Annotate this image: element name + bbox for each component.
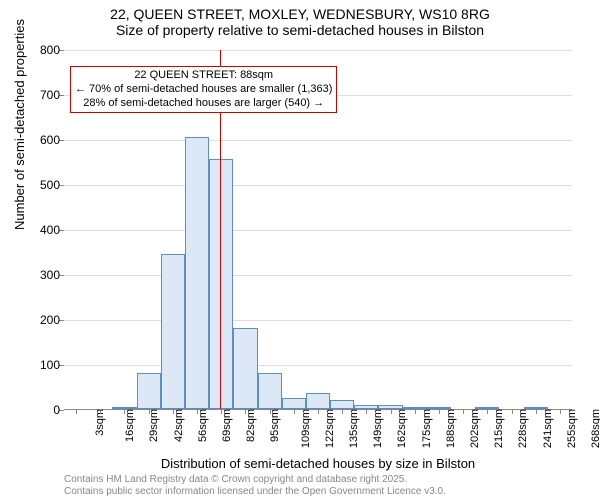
gridline [64, 320, 572, 321]
histogram-bar [330, 400, 354, 409]
histogram-bar [185, 137, 209, 409]
x-tick-mark [294, 409, 295, 414]
footer-attribution: Contains HM Land Registry data © Crown c… [64, 474, 446, 497]
x-tick-label: 202sqm [469, 409, 481, 448]
footer-line-1: Contains HM Land Registry data © Crown c… [64, 474, 446, 486]
title-line-2: Size of property relative to semi-detach… [0, 22, 600, 38]
y-tick-label: 500 [20, 178, 60, 192]
x-tick-mark [463, 409, 464, 414]
y-tick-label: 700 [20, 88, 60, 102]
y-tick-label: 600 [20, 133, 60, 147]
x-tick-label: 82sqm [245, 409, 257, 442]
x-tick-mark [512, 409, 513, 414]
x-tick-mark [221, 409, 222, 414]
footer-line-2: Contains public sector information licen… [64, 486, 446, 498]
gridline [64, 140, 572, 141]
x-tick-mark [100, 409, 101, 414]
histogram-bar [233, 328, 257, 409]
x-tick-label: 56sqm [197, 409, 209, 442]
title-line-1: 22, QUEEN STREET, MOXLEY, WEDNESBURY, WS… [0, 6, 600, 22]
annot-line-2: ← 70% of semi-detached houses are smalle… [75, 83, 332, 97]
x-tick-label: 16sqm [124, 409, 136, 442]
gridline [64, 275, 572, 276]
x-tick-mark [391, 409, 392, 414]
x-tick-mark [487, 409, 488, 414]
gridline [64, 230, 572, 231]
x-tick-label: 241sqm [542, 409, 554, 448]
histogram-bar [161, 254, 185, 409]
x-tick-label: 162sqm [397, 409, 409, 448]
x-tick-mark [76, 409, 77, 414]
x-tick-label: 255sqm [566, 409, 578, 448]
x-tick-label: 215sqm [493, 409, 505, 448]
x-tick-label: 69sqm [221, 409, 233, 442]
x-tick-mark [415, 409, 416, 414]
x-tick-mark [439, 409, 440, 414]
x-tick-label: 122sqm [324, 409, 336, 448]
histogram-bar [306, 393, 330, 409]
x-tick-label: 95sqm [269, 409, 281, 442]
x-tick-mark [366, 409, 367, 414]
x-tick-mark [124, 409, 125, 414]
x-tick-label: 135sqm [348, 409, 360, 448]
x-tick-mark [173, 409, 174, 414]
y-tick-label: 300 [20, 268, 60, 282]
x-tick-label: 149sqm [372, 409, 384, 448]
gridline [64, 50, 572, 51]
x-tick-label: 29sqm [149, 409, 161, 442]
y-tick-label: 800 [20, 43, 60, 57]
x-tick-label: 188sqm [445, 409, 457, 448]
y-tick-label: 200 [20, 313, 60, 327]
x-tick-label: 175sqm [421, 409, 433, 448]
y-tick-label: 0 [20, 403, 60, 417]
x-axis-label: Distribution of semi-detached houses by … [64, 456, 572, 471]
x-tick-mark [149, 409, 150, 414]
x-tick-mark [342, 409, 343, 414]
x-tick-mark [536, 409, 537, 414]
x-tick-label: 42sqm [173, 409, 185, 442]
y-tick-label: 100 [20, 358, 60, 372]
histogram-bar [282, 398, 306, 409]
annot-line-3: 28% of semi-detached houses are larger (… [75, 97, 332, 111]
gridline [64, 185, 572, 186]
x-tick-mark [197, 409, 198, 414]
annot-line-1: 22 QUEEN STREET: 88sqm [75, 69, 332, 83]
histogram-bar [209, 159, 233, 409]
x-tick-label: 268sqm [590, 409, 600, 448]
histogram-bar [137, 373, 161, 409]
x-tick-mark [560, 409, 561, 414]
y-tick-label: 400 [20, 223, 60, 237]
annotation-box: 22 QUEEN STREET: 88sqm← 70% of semi-deta… [70, 66, 337, 113]
histogram-bar [258, 373, 282, 409]
chart-title: 22, QUEEN STREET, MOXLEY, WEDNESBURY, WS… [0, 0, 600, 38]
x-tick-mark [270, 409, 271, 414]
x-tick-label: 228sqm [517, 409, 529, 448]
gridline [64, 365, 572, 366]
x-tick-mark [318, 409, 319, 414]
x-tick-mark [245, 409, 246, 414]
chart-plot-area: 01002003004005006007008003sqm16sqm29sqm4… [64, 50, 572, 410]
x-tick-label: 109sqm [300, 409, 312, 448]
